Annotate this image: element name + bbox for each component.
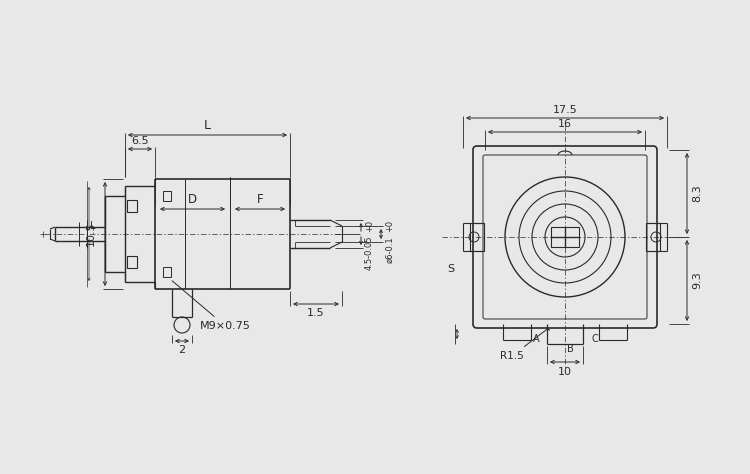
- Text: A: A: [533, 334, 540, 344]
- Text: 6.5: 6.5: [131, 136, 148, 146]
- Text: 8.3: 8.3: [692, 185, 702, 202]
- Bar: [163, 191, 171, 201]
- Text: 16: 16: [558, 119, 572, 129]
- Text: F: F: [256, 193, 263, 206]
- Bar: [470, 223, 484, 251]
- Text: 1.5: 1.5: [308, 308, 325, 318]
- Bar: [163, 267, 171, 277]
- Text: 4.5-0.05: 4.5-0.05: [365, 236, 374, 271]
- Text: 17.5: 17.5: [553, 105, 578, 115]
- Text: C: C: [591, 334, 598, 344]
- Text: S: S: [448, 264, 454, 274]
- Text: 10.5: 10.5: [86, 222, 96, 246]
- Text: D: D: [188, 193, 197, 206]
- Text: L: L: [90, 221, 95, 231]
- Bar: [127, 200, 137, 212]
- Text: 10: 10: [558, 367, 572, 377]
- Text: +0: +0: [385, 220, 394, 232]
- Text: 9.3: 9.3: [692, 272, 702, 289]
- Text: M9×0.75: M9×0.75: [172, 281, 250, 331]
- Text: ø6-0.1: ø6-0.1: [385, 236, 394, 263]
- Text: L: L: [204, 119, 211, 132]
- Text: B: B: [567, 344, 574, 354]
- Bar: [551, 227, 579, 247]
- Text: +0: +0: [365, 220, 374, 232]
- Bar: [127, 256, 137, 268]
- Text: R1.5: R1.5: [500, 328, 548, 361]
- Text: 2: 2: [178, 345, 185, 355]
- Bar: [646, 223, 660, 251]
